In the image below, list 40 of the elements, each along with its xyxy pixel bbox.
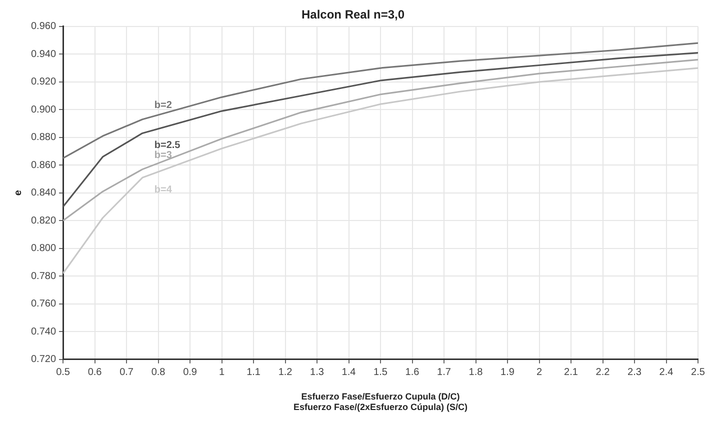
x-tick-label: 1.2 [278,367,293,378]
y-tick-label: 0.920 [30,76,56,88]
y-tick-label: 0.720 [30,354,56,366]
series-label: b=2.5 [154,140,181,151]
x-tick-label: 2.2 [596,367,610,378]
y-tick-label: 0.740 [30,326,56,338]
x-tick-label: 2.3 [628,367,642,378]
y-tick-label: 0.940 [30,48,56,60]
x-tick-label: 1.9 [500,367,515,378]
series-label: b=3 [154,150,172,162]
x-tick-label: 2.1 [564,367,578,378]
x-axis-title: Esfuerzo Fase/Esfuerzo Cupula (D/C) Esfuerzo Fase/(2xEsfuerzo Cúpula) (S/C) [293,391,468,412]
x-tick-label: 1 [218,367,225,378]
x-tick-label: 1.3 [310,367,324,378]
x-tick-label: 0.8 [151,367,166,378]
y-tick-label: 0.840 [30,188,56,199]
x-tick-label: 0.5 [56,367,70,378]
y-tick-label: 0.760 [30,298,56,310]
y-tick-label: 0.820 [30,215,56,226]
x-tick-label: 1.8 [468,367,484,378]
x-tick-label: 0.7 [120,367,134,378]
x-tick-label: 2.4 [659,367,674,378]
y-tick-label: 0.780 [30,270,56,282]
y-axis-title: e [12,190,24,196]
series-label: b=2 [154,100,172,112]
x-tick-label: 1.1 [246,367,261,378]
x-tick-label: 0.6 [88,367,102,378]
y-tick-label: 0.900 [30,104,56,116]
y-tick-label: 0.860 [30,160,56,171]
y-tick-label: 0.880 [30,132,56,144]
y-tick-label: 0.800 [30,243,56,254]
x-tick-label: 1.4 [342,367,356,378]
x-tick-label: 2 [536,367,542,378]
x-tick-label: 0.9 [183,367,198,378]
x-tick-label: 1.5 [374,367,388,378]
x-tick-label: 1.7 [437,367,452,378]
x-tick-label: 2.5 [691,367,706,378]
y-tick-label: 0.960 [30,21,56,32]
x-tick-label: 1.6 [405,367,420,378]
chart-title: Halcon Real n=3,0 [301,8,405,22]
